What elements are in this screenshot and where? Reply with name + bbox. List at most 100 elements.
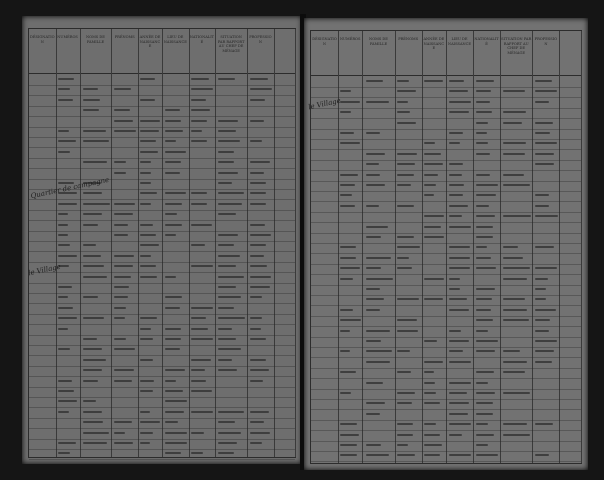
table-row xyxy=(311,327,581,338)
handwritten-entry xyxy=(191,130,203,132)
handwritten-entry xyxy=(340,194,353,197)
census-table-left: DÉSIGNATION NUMÉROS NOMS DE FAMILLE PRÉNOMS… xyxy=(28,28,296,461)
table-row xyxy=(311,275,581,286)
handwritten-entry xyxy=(140,358,154,361)
column-header: DÉSIGNATION xyxy=(30,35,55,44)
handwritten-entry xyxy=(164,213,178,216)
handwritten-entry xyxy=(448,308,469,311)
handwritten-entry xyxy=(340,371,356,374)
table-row xyxy=(29,75,295,86)
handwritten-entry xyxy=(475,392,496,394)
table-row xyxy=(29,439,295,450)
handwritten-entry xyxy=(82,369,102,372)
handwritten-entry xyxy=(448,225,471,228)
handwritten-entry xyxy=(365,132,381,134)
handwritten-entry xyxy=(397,236,415,238)
handwritten-entry xyxy=(365,225,389,228)
handwritten-entry xyxy=(535,277,549,280)
handwritten-entry xyxy=(140,265,157,268)
handwritten-entry xyxy=(535,142,558,145)
handwritten-entry xyxy=(191,317,207,320)
table-row xyxy=(29,85,295,97)
handwritten-entry xyxy=(191,192,208,195)
handwritten-entry xyxy=(191,379,207,382)
handwritten-entry xyxy=(57,182,75,184)
handwritten-entry xyxy=(249,119,264,122)
handwritten-entry xyxy=(57,192,78,195)
handwritten-entry xyxy=(535,246,555,249)
handwritten-entry xyxy=(218,348,242,351)
handwritten-entry xyxy=(535,215,558,218)
handwritten-entry xyxy=(82,296,98,299)
handwritten-entry xyxy=(397,152,418,155)
handwritten-entry xyxy=(249,296,262,299)
handwritten-entry xyxy=(140,390,153,392)
handwritten-entry xyxy=(475,121,488,124)
table-row xyxy=(29,366,295,378)
handwritten-entry xyxy=(475,454,499,457)
handwritten-entry xyxy=(475,236,494,238)
handwritten-entry xyxy=(140,161,151,164)
handwritten-entry xyxy=(140,130,160,132)
handwritten-entry xyxy=(424,163,444,166)
handwritten-entry xyxy=(424,298,444,301)
handwritten-entry xyxy=(191,338,213,340)
column xyxy=(274,29,296,457)
handwritten-entry xyxy=(249,275,272,278)
handwritten-entry xyxy=(57,327,68,330)
handwritten-entry xyxy=(397,267,413,270)
handwritten-entry xyxy=(57,223,68,226)
handwritten-entry xyxy=(249,182,266,184)
handwritten-entry xyxy=(114,202,135,205)
handwritten-entry xyxy=(114,88,131,91)
column xyxy=(247,29,275,457)
handwritten-entry xyxy=(535,423,554,426)
handwritten-entry xyxy=(340,444,358,446)
handwritten-entry xyxy=(424,423,436,426)
handwritten-entry xyxy=(191,390,212,392)
table-row xyxy=(29,148,295,159)
handwritten-entry xyxy=(340,433,359,436)
handwritten-entry xyxy=(164,431,188,434)
handwritten-entry xyxy=(475,132,487,134)
handwritten-entry xyxy=(365,80,384,82)
column xyxy=(311,31,339,463)
handwritten-entry xyxy=(114,317,125,320)
handwritten-entry xyxy=(448,329,462,332)
handwritten-entry xyxy=(397,121,417,124)
handwritten-entry xyxy=(340,111,352,114)
handwritten-entry xyxy=(340,392,351,394)
handwritten-entry xyxy=(448,184,465,186)
column-header: LIEU DE NAISSANCE xyxy=(163,35,187,44)
column xyxy=(138,29,163,457)
handwritten-entry xyxy=(57,306,73,309)
table-row xyxy=(29,377,295,388)
handwritten-entry xyxy=(535,132,551,134)
handwritten-entry xyxy=(82,213,103,216)
handwritten-entry xyxy=(218,442,238,444)
handwritten-entry xyxy=(114,286,129,288)
handwritten-entry xyxy=(82,358,107,361)
handwritten-entry xyxy=(249,171,265,174)
handwritten-entry xyxy=(114,379,132,382)
handwritten-entry xyxy=(424,454,440,457)
column xyxy=(395,31,423,463)
handwritten-entry xyxy=(475,204,490,207)
handwritten-entry xyxy=(365,444,381,446)
handwritten-entry xyxy=(475,340,499,342)
table-row xyxy=(29,189,295,201)
handwritten-entry xyxy=(114,306,126,309)
handwritten-entry xyxy=(365,288,380,290)
handwritten-entry xyxy=(218,327,233,330)
column-header: DÉSIGNATION xyxy=(312,37,337,46)
handwritten-entry xyxy=(114,213,133,216)
handwritten-entry xyxy=(218,317,245,320)
handwritten-entry xyxy=(82,182,101,184)
handwritten-entry xyxy=(535,100,550,103)
handwritten-entry xyxy=(218,431,242,434)
table-row xyxy=(29,273,295,284)
table-row xyxy=(29,241,295,253)
handwritten-entry xyxy=(249,140,262,143)
handwritten-entry xyxy=(191,265,214,268)
handwritten-entry xyxy=(448,433,463,436)
